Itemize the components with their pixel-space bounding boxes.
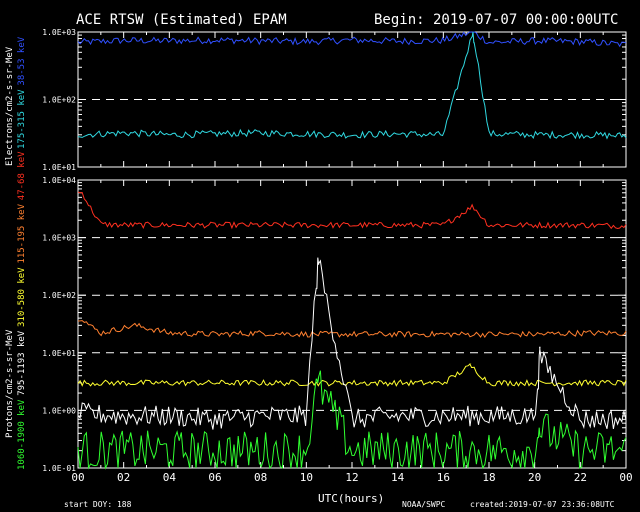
series-label: 175-315 keV: [17, 89, 27, 149]
series-line: [77, 257, 627, 430]
chart-title: ACE RTSW (Estimated) EPAM: [76, 12, 287, 28]
x-tick-label: 20: [528, 471, 541, 484]
series-line: [77, 31, 627, 140]
x-tick-label: 12: [345, 471, 358, 484]
electrons-ylabel: Electrons/cm2-s-sr-MeV: [5, 46, 15, 166]
series-line: [77, 191, 627, 230]
series-label: 115-195 keV: [17, 203, 27, 263]
begin-time: Begin: 2019-07-07 00:00:00UTC: [374, 12, 618, 28]
x-tick-label: 04: [163, 471, 177, 484]
x-tick-label: 14: [391, 471, 405, 484]
x-tick-label: 00: [619, 471, 632, 484]
x-tick-label: 22: [574, 471, 587, 484]
series-label: 310-580 keV: [17, 267, 27, 327]
y-tick-label: 1.0E+02: [42, 291, 76, 300]
y-tick-label: 1.0E+00: [42, 406, 76, 415]
protons-panel: 1.0E-01 1.0E+00 1.0E+01 1.0E+02 1.0E+03 1.0E+…: [42, 176, 632, 484]
x-axis-label: UTC(hours): [318, 492, 384, 505]
series-line: [77, 370, 627, 470]
y-tick-label: 1.0E+01: [42, 349, 76, 358]
created-label: created:2019-07-07 23:36:08UTC: [470, 500, 615, 509]
series-label: 38-53 keV: [17, 36, 27, 85]
x-tick-label: 02: [117, 471, 130, 484]
series-line: [77, 363, 627, 387]
org-label: NOAA/SWPC: [402, 500, 446, 509]
y-tick-label: 1.0E+03: [42, 28, 76, 37]
x-tick-label: 18: [482, 471, 495, 484]
x-tick-label: 08: [254, 471, 267, 484]
electrons-panel: 1.0E+01 1.0E+02 1.0E+03: [42, 28, 627, 172]
series-label: 47-68 keV: [17, 151, 27, 200]
series-label: 1060-1900 keV: [17, 399, 27, 470]
x-tick-label: 10: [300, 471, 313, 484]
x-tick-label: 00: [71, 471, 84, 484]
y-tick-label: 1.0E+01: [42, 163, 76, 172]
series-line: [77, 320, 627, 339]
x-tick-label: 06: [208, 471, 221, 484]
y-tick-label: 1.0E+03: [42, 234, 76, 243]
y-tick-label: 1.0E+02: [42, 96, 76, 105]
protons-ylabel: Protons/cm2-s-sr-MeV: [5, 329, 15, 438]
x-tick-label: 16: [437, 471, 450, 484]
y-tick-label: 1.0E-01: [42, 464, 76, 473]
y-tick-label: 1.0E+04: [42, 176, 76, 185]
series-line: [77, 31, 627, 48]
series-label: 795-1193 keV: [17, 330, 27, 396]
start-doy: start DOY: 188: [64, 500, 132, 509]
